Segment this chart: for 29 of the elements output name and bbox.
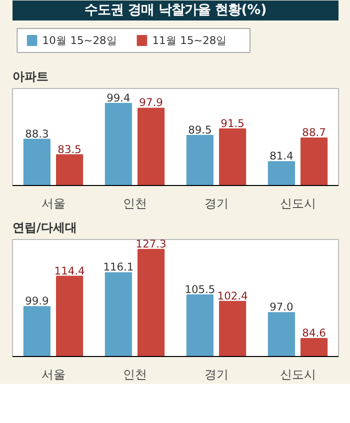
data-label: 114.4	[54, 264, 86, 278]
x-tick-label: 서울	[41, 368, 66, 382]
chart-title: 수도권 경매 낙찰가율 현황(%)	[84, 3, 267, 18]
x-tick-label: 인천	[122, 368, 147, 382]
x-tick-label: 서울	[41, 196, 66, 210]
legend-label: 11월 15~28일	[152, 34, 228, 47]
chart-title: 연립/다세대	[12, 220, 77, 234]
data-label: 88.7	[302, 126, 326, 139]
data-label: 102.4	[217, 289, 248, 302]
data-label: 97.0	[270, 300, 294, 314]
x-tick-label: 인천	[122, 196, 147, 210]
x-tick-label: 경기	[204, 196, 228, 210]
chart-subtitle: 아파트	[12, 70, 48, 84]
data-label: 116.1	[103, 260, 134, 274]
data-label: 83.5	[58, 142, 82, 156]
data-label: 88.3	[25, 127, 49, 140]
x-tick-label: 경기	[204, 368, 228, 382]
x-tick-label: 신도시	[280, 368, 316, 382]
legend-label: 10월 15~28일	[42, 34, 118, 47]
data-label: 127.3	[136, 237, 166, 250]
x-tick-label: 신도시	[280, 196, 316, 210]
data-label: 99.9	[25, 294, 50, 308]
data-label: 105.5	[184, 282, 216, 296]
data-label: 99.4	[106, 91, 131, 104]
data-label: 91.5	[220, 116, 244, 130]
data-label: 89.5	[188, 123, 212, 136]
data-label: 81.4	[270, 150, 294, 163]
data-label: 84.6	[302, 326, 326, 340]
data-label: 97.9	[139, 96, 164, 110]
